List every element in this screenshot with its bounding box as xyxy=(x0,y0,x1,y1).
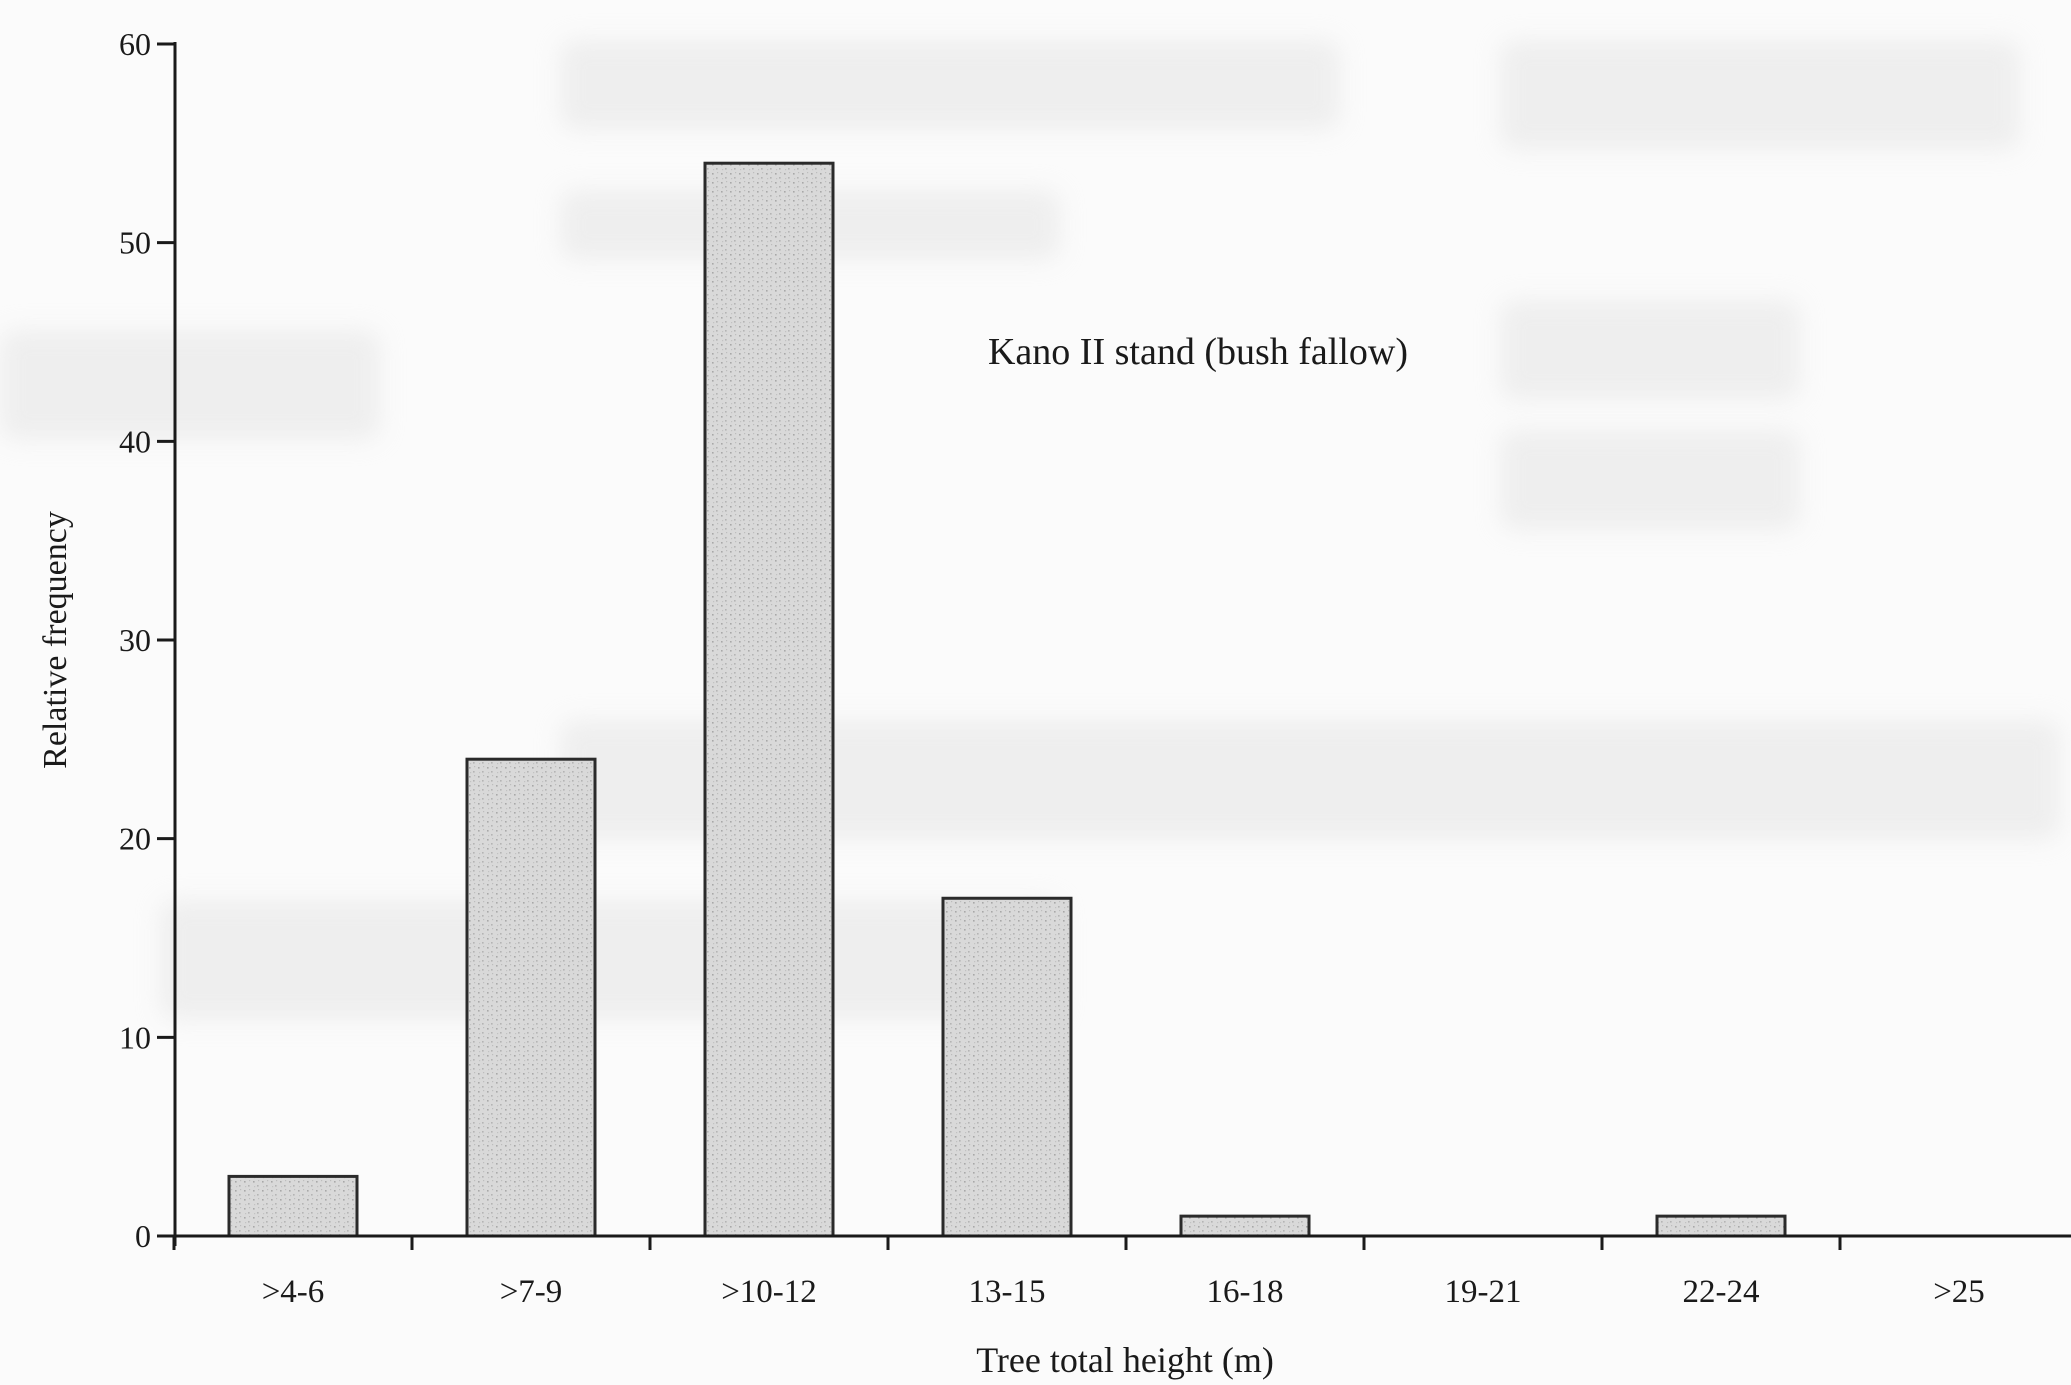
bar-1 xyxy=(227,1174,359,1238)
x-tick-label: >10-12 xyxy=(721,1274,817,1310)
axes xyxy=(171,42,2071,1246)
x-tick-label: 22-24 xyxy=(1683,1274,1760,1310)
y-tick-label: 10 xyxy=(119,1019,151,1055)
y-tick-label: 40 xyxy=(119,423,151,459)
y-tick-label: 60 xyxy=(119,26,151,62)
bar-2 xyxy=(465,757,597,1238)
chart-annotation: Kano II stand (bush fallow) xyxy=(988,331,1408,373)
x-tick-label: >7-9 xyxy=(500,1274,563,1310)
y-tick-label: 20 xyxy=(119,821,151,857)
y-tick-label: 0 xyxy=(135,1218,151,1254)
ticks: 0 10 20 30 40 50 60 >4-6 >7-9 >10-12 13-15 16-18 19-… xyxy=(119,26,1985,1310)
x-tick-label: 19-21 xyxy=(1445,1274,1522,1310)
y-tick-label: 30 xyxy=(119,622,151,658)
bar-5 xyxy=(1179,1214,1311,1238)
x-tick-label: >4-6 xyxy=(262,1274,325,1310)
bar-7 xyxy=(1655,1214,1787,1238)
x-axis-label: Tree total height (m) xyxy=(976,1340,1274,1380)
y-tick-label: 50 xyxy=(119,225,151,261)
x-tick-label: 16-18 xyxy=(1207,1274,1284,1310)
x-tick-label: >25 xyxy=(1933,1274,1985,1310)
bars xyxy=(227,161,1787,1238)
y-axis-label: Relative frequency xyxy=(37,511,74,769)
bar-4 xyxy=(941,896,1073,1238)
bar-3 xyxy=(703,161,835,1238)
x-tick-label: 13-15 xyxy=(969,1274,1046,1310)
